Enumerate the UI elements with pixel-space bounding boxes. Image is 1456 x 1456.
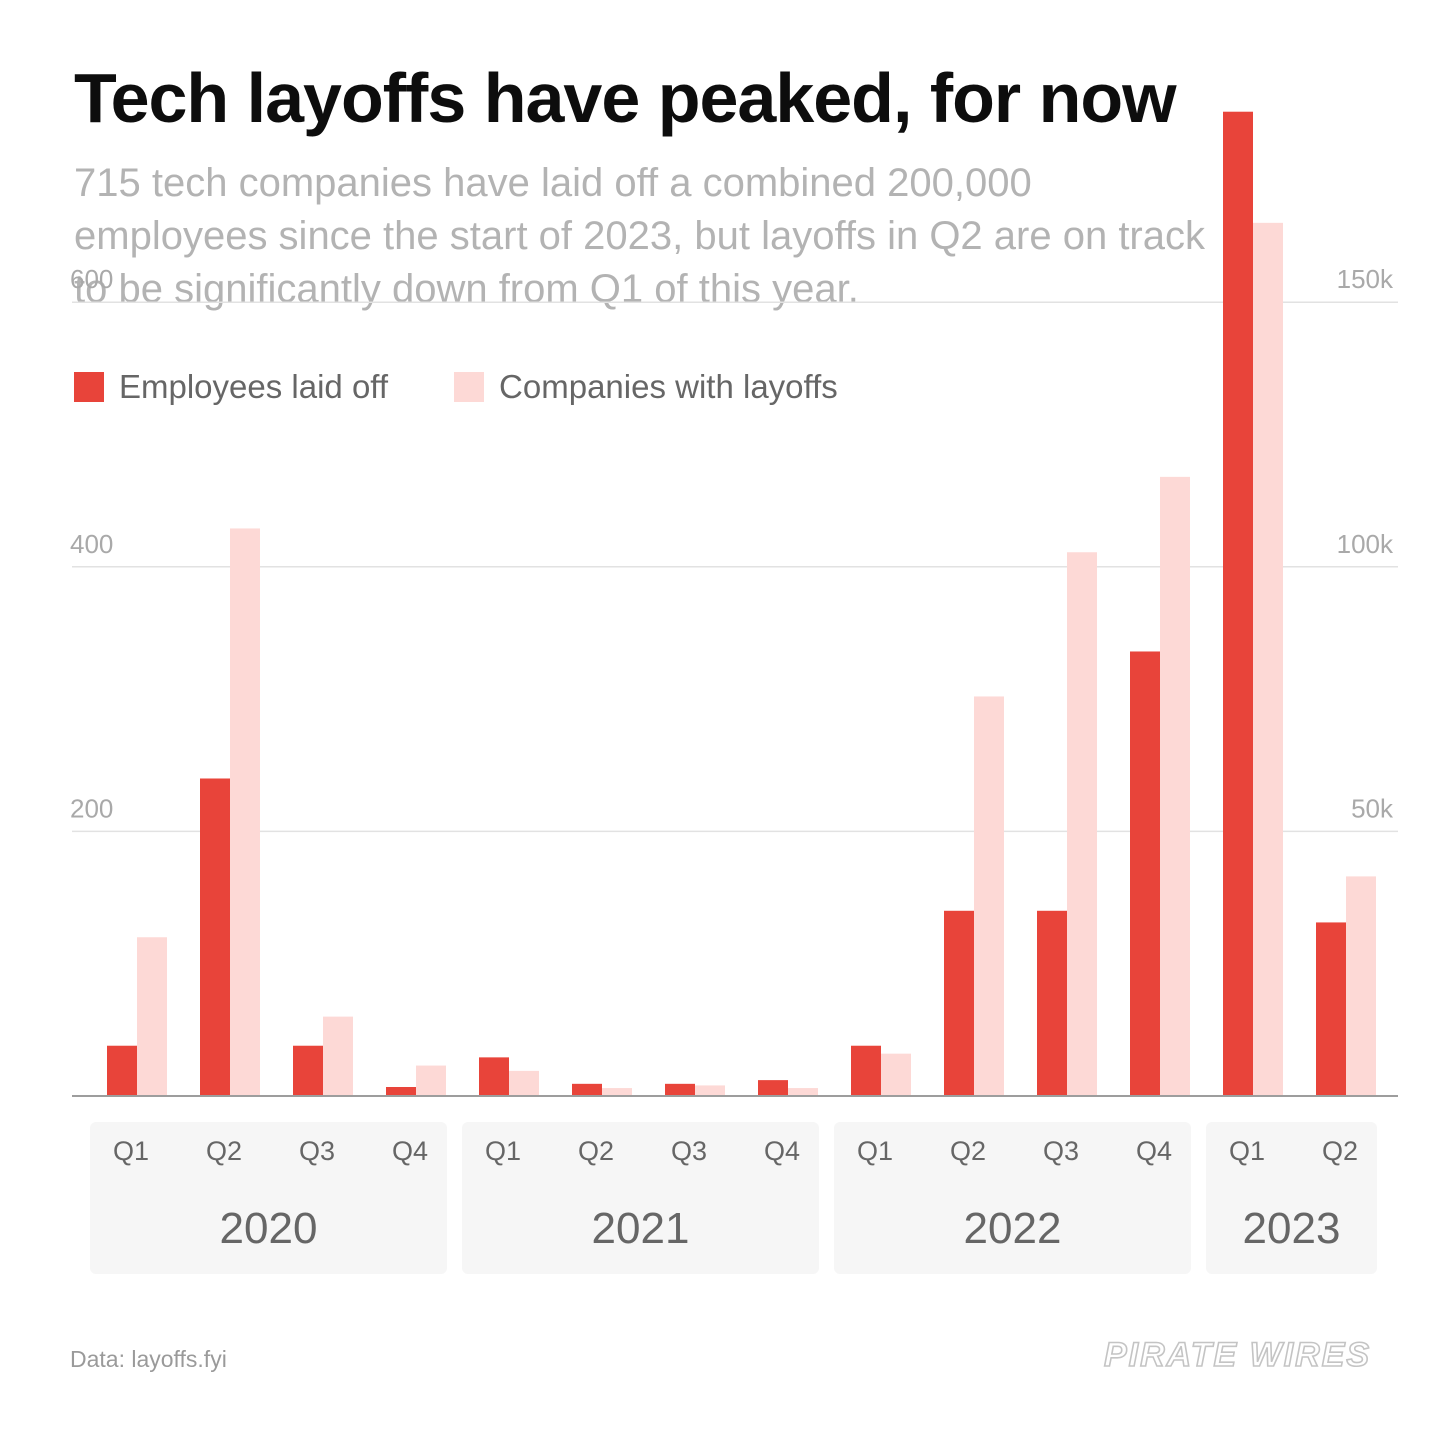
legend-swatch-companies	[454, 372, 485, 402]
bar-companies	[695, 1085, 725, 1096]
legend-label-employees: Employees laid off	[119, 368, 389, 405]
bar-companies	[1346, 876, 1376, 1096]
quarter-label: Q2	[206, 1136, 242, 1166]
bar-companies	[1160, 476, 1190, 1097]
quarter-label: Q1	[857, 1136, 893, 1166]
year-label: 2021	[592, 1204, 690, 1253]
bar-employees	[1130, 651, 1160, 1096]
quarter-label: Q3	[671, 1136, 707, 1166]
bar-employees	[1316, 922, 1346, 1096]
legend-item-companies: Companies with layoffs	[454, 368, 838, 406]
bar-employees	[386, 1087, 416, 1096]
quarter-label: Q4	[1136, 1136, 1172, 1166]
bar-employees	[1037, 910, 1067, 1096]
bar-employees	[665, 1083, 695, 1096]
bar-employees	[107, 1045, 137, 1096]
bar-companies	[602, 1088, 632, 1096]
quarter-label: Q4	[764, 1136, 800, 1166]
bar-employees	[758, 1080, 788, 1096]
bar-employees	[200, 778, 230, 1096]
year-label: 2022	[964, 1204, 1062, 1253]
year-panel	[462, 1122, 819, 1274]
bar-companies	[137, 937, 167, 1096]
year-panel	[1206, 1122, 1377, 1274]
quarter-label: Q3	[299, 1136, 335, 1166]
bar-companies	[323, 1016, 353, 1096]
quarter-label: Q2	[1322, 1136, 1358, 1166]
left-tick-label: 400	[70, 529, 113, 559]
bar-employees	[944, 910, 974, 1096]
chart-subtitle: 715 tech companies have laid off a combi…	[74, 161, 1205, 311]
bar-employees	[293, 1045, 323, 1096]
bar-employees	[851, 1045, 881, 1096]
bar-companies	[416, 1065, 446, 1096]
left-tick-label: 200	[70, 793, 113, 823]
left-tick-label: 600	[70, 264, 113, 294]
legend-label-companies: Companies with layoffs	[499, 368, 838, 405]
bar-companies	[509, 1070, 539, 1096]
chart-title: Tech layoffs have peaked, for now	[74, 59, 1177, 137]
year-panel	[834, 1122, 1191, 1274]
bar-employees	[479, 1057, 509, 1096]
bar-employees	[572, 1083, 602, 1096]
quarter-label: Q1	[1229, 1136, 1265, 1166]
year-label: 2023	[1243, 1204, 1341, 1253]
quarter-label: Q1	[113, 1136, 149, 1166]
bar-companies	[881, 1053, 911, 1096]
right-tick-label: 100k	[1337, 529, 1394, 559]
bar-companies	[1067, 552, 1097, 1096]
quarter-label: Q2	[578, 1136, 614, 1166]
bar-companies	[974, 696, 1004, 1096]
quarter-label: Q1	[485, 1136, 521, 1166]
year-panel	[90, 1122, 447, 1274]
bar-companies	[230, 528, 260, 1096]
right-tick-label: 150k	[1337, 264, 1394, 294]
year-label: 2020	[220, 1204, 318, 1253]
legend-item-employees: Employees laid off	[74, 368, 388, 406]
quarter-label: Q4	[392, 1136, 428, 1166]
bar-companies	[1253, 222, 1283, 1097]
bar-companies	[788, 1088, 818, 1096]
brand-logo: PIRATE WIRES	[1103, 1335, 1372, 1375]
legend-swatch-employees	[74, 372, 104, 402]
chart-legend: Employees laid off Companies with layoff…	[74, 364, 904, 410]
source-note: Data: layoffs.fyi	[70, 1346, 227, 1372]
quarter-label: Q3	[1043, 1136, 1079, 1166]
bar-employees	[1223, 111, 1253, 1096]
quarter-label: Q2	[950, 1136, 986, 1166]
right-tick-label: 50k	[1351, 793, 1394, 823]
